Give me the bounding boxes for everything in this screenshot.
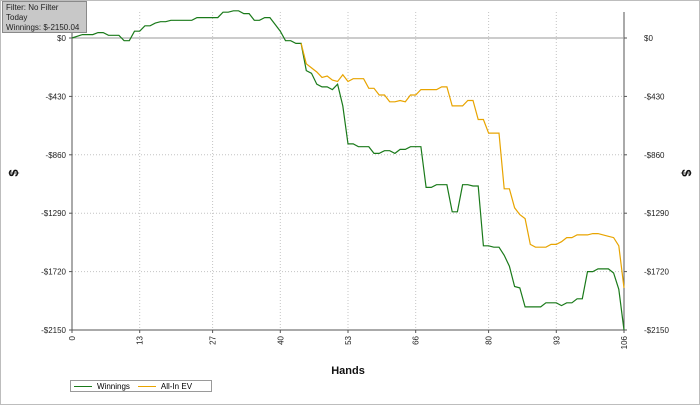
y-tick-label-right: $0 [644, 34, 653, 43]
y-tick-label-left: $0 [57, 34, 66, 43]
y-tick-label-left: -$430 [46, 92, 67, 101]
x-tick-label: 53 [344, 335, 353, 344]
y-tick-label-right: -$2150 [644, 326, 669, 335]
y-axis-title-left: $ [6, 169, 21, 177]
legend-label-allin: All-In EV [160, 381, 193, 391]
y-tick-label-left: -$2150 [41, 326, 66, 335]
y-tick-label-right: -$430 [644, 92, 665, 101]
y-tick-label-right: -$1290 [644, 209, 669, 218]
legend-label-winnings: Winnings [97, 381, 130, 391]
x-tick-label: 106 [620, 335, 629, 349]
grid-lines [72, 12, 624, 331]
series-line-allin-ev [300, 43, 625, 288]
legend-swatch-winnings [74, 385, 92, 387]
y-tick-label-left: -$860 [46, 151, 67, 160]
winnings-summary: Winnings: $-2150.04 [6, 23, 80, 32]
x-tick-label: 0 [68, 335, 77, 340]
chart-legend: Winnings All-In EV [70, 380, 212, 392]
y-axis-title-right: $ [679, 169, 694, 177]
x-axis-title: Hands [331, 365, 365, 377]
y-tick-label-left: -$1720 [41, 268, 66, 277]
y-tick-label-right: -$1720 [644, 268, 669, 277]
x-tick-label: 93 [552, 335, 561, 344]
legend-swatch-allin [137, 385, 156, 387]
series-line-winnings [71, 10, 625, 331]
period-label: Today [6, 13, 28, 22]
x-tick-label: 80 [485, 335, 494, 344]
y-tick-label-right: -$860 [644, 151, 665, 160]
legend-item-allin: All-In EV [137, 381, 193, 391]
y-tick-label-left: -$1290 [41, 209, 66, 218]
x-tick-label: 13 [136, 335, 145, 344]
x-tick-label: 27 [209, 335, 218, 344]
series-lines [71, 10, 625, 331]
x-tick-label: 40 [276, 335, 285, 344]
filter-info-box: Filter: No Filter Today Winnings: $-2150… [2, 1, 87, 33]
filter-label: Filter: No Filter [6, 3, 59, 12]
legend-item-winnings: Winnings [74, 382, 130, 391]
x-tick-label: 66 [412, 335, 421, 344]
axes: $0 $0 -$430 -$430 -$860 -$860 -$1290 -$1290 -$17… [41, 12, 669, 349]
